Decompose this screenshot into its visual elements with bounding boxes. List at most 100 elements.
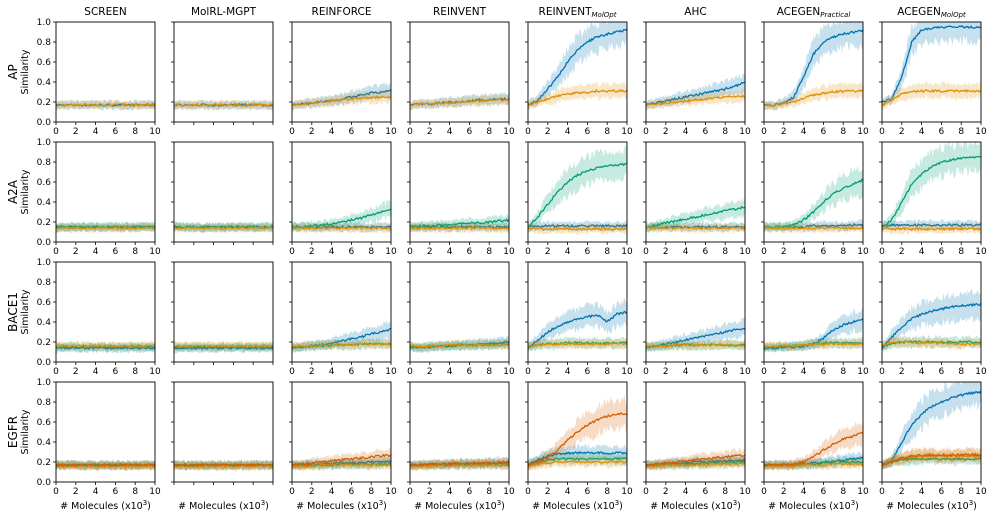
x-axis-label-close: ) [619,501,623,512]
x-tick-label: 2 [663,487,669,497]
x-tick-label: 0 [407,487,413,497]
series-line-blue [645,81,746,107]
x-tick-label: 6 [349,247,355,257]
panel-a2a-acegen-molopt: 0 2 4 6 8 10 [879,141,987,257]
series-line-orange [291,225,392,231]
x-tick-label: 10 [149,127,161,137]
y-tick-label: 0.6 [37,418,52,428]
x-tick-label: 2 [309,487,315,497]
panel-egfr-acegen-practical: 0 2 4 6 8 10 [761,381,869,497]
x-tick-label: 4 [801,487,807,497]
x-axis-label-exponent: 3 [143,499,147,507]
x-tick-label: 10 [975,487,987,497]
x-tick-label: 0 [525,247,531,257]
x-tick-label: 6 [703,247,709,257]
y-tick-label: 0.4 [37,78,52,88]
panel-bace1-reinvent: 0 2 4 6 8 10 [407,261,515,377]
column-title-main: AHC [684,6,706,18]
x-tick-label: 10 [503,247,515,257]
x-axis-label-text: # Molecules (x10 [414,501,497,512]
series-band-red [292,447,391,471]
series-band-red [882,446,981,471]
panel-bace1-screen: 0 2 4 6 8 10 0.0 0.2 0.4 0.6 0.8 1.0 [37,258,161,377]
series-line-orange [291,342,392,348]
x-tick-label: 0 [525,127,531,137]
x-axis-label-text: # Molecules (x10 [650,501,733,512]
panel-frame [409,141,510,243]
x-tick-label: 2 [309,367,315,377]
x-tick-label: 8 [840,247,846,257]
x-tick-label: 6 [467,247,473,257]
x-tick-label: 0 [643,487,649,497]
y-tick-label: 0.2 [37,98,51,108]
x-tick-label: 8 [604,367,610,377]
x-tick-label: 0 [53,487,59,497]
y-tick-label: 0.0 [37,238,52,248]
x-tick-label: 6 [703,487,709,497]
panel-ap-acegen-molopt: 0 2 4 6 8 10 [879,21,987,137]
y-axis-label: Similarity [20,49,31,94]
series-line-orange [527,341,627,348]
x-tick-label: 2 [899,367,905,377]
y-tick-label: 0.0 [37,358,52,368]
series-line-orange [409,225,510,231]
x-tick-label: 8 [486,367,492,377]
series-line-orange [527,460,628,468]
panel-frame [881,261,982,363]
series-line-red [763,431,864,467]
panel-frame [291,261,392,363]
x-tick-label: 10 [503,367,515,377]
x-tick-label: 2 [309,127,315,137]
series-line-orange [881,88,982,106]
x-axis-label-close: ) [855,501,859,512]
column-title-main: ACEGEN [897,6,941,18]
series-line-orange [55,102,156,108]
x-tick-label: 0 [643,247,649,257]
x-tick-label: 6 [113,487,119,497]
x-tick-label: 2 [73,367,79,377]
column-title-molrl-mgpt: MolRL-MGPT [191,6,257,18]
x-tick-label: 4 [329,247,335,257]
x-tick-label: 4 [93,487,99,497]
series-band-red [764,418,863,471]
x-tick-label: 10 [385,367,397,377]
column-title-main: SCREEN [84,6,126,18]
series-band-green [528,145,627,233]
x-tick-label: 0 [525,367,531,377]
series-line-green [55,344,156,350]
y-tick-label: 1.0 [37,258,52,268]
x-tick-label: 6 [821,127,827,137]
x-tick-label: 0 [643,367,649,377]
x-tick-label: 4 [801,247,807,257]
x-tick-label: 6 [703,367,709,377]
x-tick-label: 2 [73,127,79,137]
x-tick-label: 6 [467,127,473,137]
y-tick-label: 1.0 [37,138,52,148]
panel-bace1-reinvent-molopt: 0 2 4 6 8 10 [525,261,633,377]
x-axis-label-text: # Molecules (x10 [768,501,851,512]
panel-bace1-ahc: 0 2 4 6 8 10 [643,261,751,377]
panel-bace1-acegen-practical: 0 2 4 6 8 10 [761,261,869,377]
panel-frame [645,141,746,243]
x-axis-label: # Molecules (x103) [532,499,623,512]
x-axis-label-close: ) [501,501,505,512]
x-tick-label: 10 [975,247,987,257]
x-tick-label: 0 [525,487,531,497]
y-tick-label: 0.4 [37,318,52,328]
x-tick-label: 10 [857,127,869,137]
x-axis-label-text: # Molecules (x10 [60,501,143,512]
x-axis-label: # Molecules (x103) [178,499,269,512]
series-line-blue [645,224,746,230]
panel-frame [527,141,628,243]
x-tick-label: 6 [821,247,827,257]
series-band-green [882,142,981,233]
series-band-green [646,197,745,233]
x-tick-label: 2 [427,247,433,257]
panel-frame [409,261,510,363]
series-line-blue [881,222,982,228]
series-band-red [646,447,745,471]
x-tick-label: 6 [585,487,591,497]
series-band-red [174,459,273,471]
series-line-green [646,205,746,229]
row-label-ap: AP [6,64,20,79]
